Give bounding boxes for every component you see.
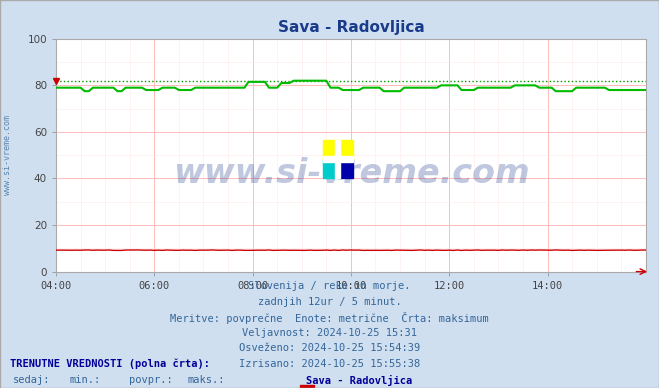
- Text: Osveženo: 2024-10-25 15:54:39: Osveženo: 2024-10-25 15:54:39: [239, 343, 420, 353]
- Text: Slovenija / reke in morje.: Slovenija / reke in morje.: [248, 281, 411, 291]
- Text: Veljavnost: 2024-10-25 15:31: Veljavnost: 2024-10-25 15:31: [242, 328, 417, 338]
- Text: zadnjih 12ur / 5 minut.: zadnjih 12ur / 5 minut.: [258, 297, 401, 307]
- Text: Meritve: povprečne  Enote: metrične  Črta: maksimum: Meritve: povprečne Enote: metrične Črta:…: [170, 312, 489, 324]
- Text: Izrisano: 2024-10-25 15:55:38: Izrisano: 2024-10-25 15:55:38: [239, 359, 420, 369]
- Text: maks.:: maks.:: [188, 375, 225, 385]
- Text: www.si-vreme.com: www.si-vreme.com: [173, 157, 529, 191]
- Text: min.:: min.:: [69, 375, 100, 385]
- Text: www.si-vreme.com: www.si-vreme.com: [3, 115, 13, 195]
- Text: povpr.:: povpr.:: [129, 375, 172, 385]
- Text: Sava - Radovljica: Sava - Radovljica: [306, 375, 413, 386]
- Title: Sava - Radovljica: Sava - Radovljica: [277, 20, 424, 35]
- Text: sedaj:: sedaj:: [13, 375, 51, 385]
- Text: TRENUTNE VREDNOSTI (polna črta):: TRENUTNE VREDNOSTI (polna črta):: [10, 359, 210, 369]
